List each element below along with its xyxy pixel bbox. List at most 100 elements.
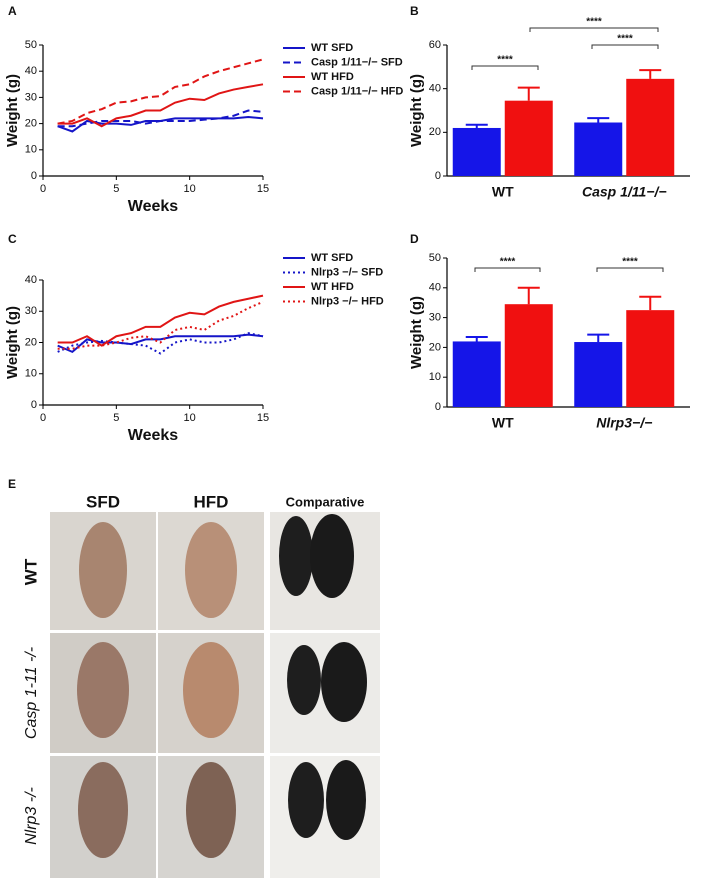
y-tick-label: 10 (429, 371, 441, 383)
photo-mouse (186, 762, 236, 858)
significance-bracket (596, 267, 664, 272)
photo-mouse (78, 762, 128, 858)
panel-label: C (8, 232, 17, 246)
column-header: Comparative (286, 494, 365, 509)
x-axis-title: Weeks (128, 427, 179, 444)
panel-label: D (410, 232, 419, 246)
bar (452, 341, 501, 407)
y-axis-title: Weight (g) (4, 74, 21, 147)
legend-label: WT SFD (311, 42, 353, 54)
x-tick-label: 0 (40, 183, 46, 195)
y-tick-label: 30 (25, 305, 37, 317)
error-bar (639, 69, 662, 79)
photo-mouse (321, 642, 367, 722)
y-tick-label: 40 (429, 282, 441, 294)
column-header: HFD (194, 492, 229, 511)
y-tick-label: 10 (25, 368, 37, 380)
panel-label: E (8, 477, 16, 491)
bar (574, 122, 623, 176)
y-tick-label: 20 (25, 336, 37, 348)
y-axis-title: Weight (g) (408, 296, 425, 369)
series-line (57, 83, 264, 128)
significance-label: **** (622, 257, 638, 268)
series-line (57, 300, 264, 350)
y-axis-title: Weight (g) (408, 74, 425, 147)
y-tick-label: 40 (25, 274, 37, 286)
series-line (57, 58, 264, 125)
y-tick-label: 40 (429, 83, 441, 95)
x-axis-title: Weeks (128, 198, 179, 215)
x-tick-label: 15 (257, 412, 269, 424)
photo-mouse (287, 645, 321, 715)
legend-label: WT SFD (311, 252, 353, 264)
x-tick-label: Casp 1/11−/− (582, 184, 667, 200)
error-bar (639, 295, 662, 311)
y-tick-label: 0 (435, 170, 441, 182)
legend-label: Casp 1/11−/− SFD (311, 56, 403, 68)
photo-mouse (326, 760, 366, 840)
y-axis-title: Weight (g) (4, 306, 21, 379)
x-tick-label: 0 (40, 412, 46, 424)
y-tick-label: 40 (25, 65, 37, 77)
bar (626, 310, 675, 407)
row-label: Nlrp3 -/- (23, 787, 40, 845)
x-tick-label: Nlrp3−/− (596, 415, 652, 431)
photo-mouse (77, 642, 129, 738)
error-bar (587, 333, 610, 343)
y-tick-label: 0 (435, 401, 441, 413)
photo-mouse (185, 522, 237, 618)
series-line (57, 294, 264, 347)
x-tick-label: 5 (113, 412, 119, 424)
y-tick-label: 10 (25, 144, 37, 156)
legend-label: Nlrp3 −/− HFD (311, 295, 384, 307)
significance-bracket (591, 44, 659, 49)
significance-label: **** (617, 34, 633, 45)
y-tick-label: 20 (429, 126, 441, 138)
bar (504, 304, 553, 407)
legend-label: WT HFD (311, 71, 354, 83)
y-tick-label: 0 (31, 170, 37, 182)
significance-bracket (474, 267, 541, 272)
y-tick-label: 20 (429, 341, 441, 353)
row-label: Casp 1-11 -/- (23, 647, 40, 739)
bar (504, 100, 553, 176)
y-tick-label: 50 (25, 39, 37, 51)
legend-label: Casp 1/11−/− HFD (311, 85, 403, 97)
significance-label: **** (586, 17, 602, 28)
y-tick-label: 30 (25, 91, 37, 103)
panel-label: A (8, 4, 17, 18)
column-header: SFD (86, 492, 120, 511)
legend-label: WT HFD (311, 281, 354, 293)
y-tick-label: 60 (429, 39, 441, 51)
x-tick-label: WT (492, 184, 514, 200)
error-bar (465, 335, 488, 342)
x-tick-label: 10 (184, 183, 196, 195)
y-tick-label: 20 (25, 118, 37, 130)
x-tick-label: 5 (113, 183, 119, 195)
photo-mouse (288, 762, 324, 838)
y-tick-label: 30 (429, 312, 441, 324)
significance-label: **** (497, 55, 513, 66)
bar (574, 342, 623, 407)
significance-bracket (471, 65, 539, 70)
error-bar (587, 117, 610, 123)
legend-label: Nlrp3 −/− SFD (311, 266, 383, 278)
bar (452, 127, 501, 176)
photo-mouse (79, 522, 127, 618)
photo-mouse (310, 514, 354, 598)
error-bar (465, 123, 488, 128)
x-tick-label: 15 (257, 183, 269, 195)
error-bar (517, 86, 540, 101)
row-label: WT (21, 558, 40, 585)
photo-mouse (183, 642, 239, 738)
series-line (57, 332, 264, 355)
error-bar (517, 286, 540, 305)
panel-label: B (410, 4, 419, 18)
bar (626, 78, 675, 176)
photo-mouse (279, 516, 313, 596)
significance-label: **** (500, 257, 516, 268)
significance-bracket (529, 27, 659, 32)
series-line (57, 109, 264, 128)
photo-grid (50, 512, 380, 878)
